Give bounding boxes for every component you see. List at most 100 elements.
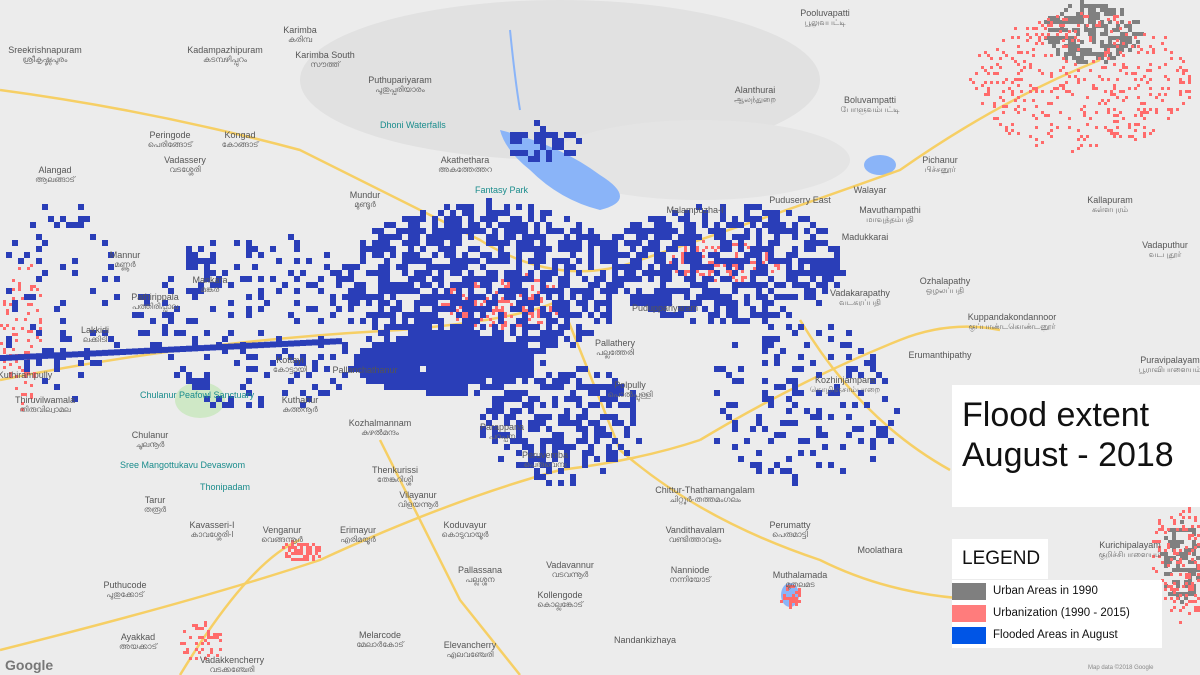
raster-cell [24,351,27,354]
raster-cell [378,366,384,372]
raster-cell [993,72,996,75]
raster-cell [1072,20,1076,24]
raster-cell [21,327,24,330]
raster-cell [90,234,96,240]
raster-cell [987,54,990,57]
raster-cell [414,372,420,378]
poi-label[interactable]: Sree Mangottukavu Devaswom [120,460,246,470]
raster-cell [531,294,534,297]
raster-cell [774,216,780,222]
place-label: Ozhalapathy ஒழலப்பதி [920,276,971,296]
raster-cell [1108,8,1112,12]
raster-cell [684,228,690,234]
raster-cell [714,222,720,228]
place-local-name: വെങ്ങന്നൂർ [261,535,303,544]
raster-cell [438,366,444,372]
raster-cell [1170,588,1173,591]
poi-label[interactable]: Dhoni Waterfalls [380,120,446,130]
raster-cell [852,402,858,408]
raster-cell [564,408,570,414]
raster-cell [558,312,564,318]
raster-cell [744,234,750,240]
raster-cell [432,294,438,300]
raster-cell [360,348,366,354]
raster-cell [450,228,456,234]
raster-cell [168,354,174,360]
raster-cell [501,327,504,330]
raster-cell [1191,585,1194,588]
raster-cell [570,150,576,156]
raster-cell [1188,548,1192,552]
raster-cell [303,558,306,561]
raster-cell [282,282,288,288]
raster-cell [660,222,666,228]
raster-cell [1077,39,1080,42]
terrain-layer [175,0,850,418]
raster-cell [186,378,192,384]
raster-cell [606,414,612,420]
raster-cell [366,348,372,354]
raster-cell [480,336,486,342]
raster-cell [516,306,522,312]
raster-cell [768,342,774,348]
raster-cell [1168,592,1172,596]
raster-cell [540,300,543,303]
place-local-name: കുഴൽമന്ദം [361,428,399,437]
raster-cell [846,330,852,336]
raster-cell [732,270,738,276]
raster-cell [201,636,204,639]
raster-cell [486,336,492,342]
raster-cell [528,456,534,462]
raster-cell [708,270,711,273]
raster-cell [588,294,594,300]
raster-cell [414,378,420,384]
raster-cell [1184,548,1188,552]
raster-cell [360,294,366,300]
raster-cell [468,234,474,240]
poi-label[interactable]: Chulanur Peafowl Sanctuary [140,390,255,400]
raster-cell [540,414,546,420]
raster-cell [1152,540,1155,543]
place-name: Puduppariyaram [631,303,699,313]
raster-cell [354,282,360,288]
raster-cell [456,264,462,270]
raster-cell [348,264,354,270]
raster-cell [720,234,726,240]
raster-cell [372,354,378,360]
place-local-name: பூலுவபட்டி [804,18,846,27]
raster-cell [798,438,804,444]
raster-cell [378,252,384,258]
raster-cell [1100,24,1104,28]
raster-cell [204,372,210,378]
raster-cell [582,288,588,294]
raster-cell [528,408,534,414]
poi-label[interactable]: Fantasy Park [475,185,529,195]
raster-cell [510,150,516,156]
raster-cell [396,360,402,366]
raster-cell [564,276,570,282]
raster-cell [642,300,648,306]
raster-cell [666,264,672,270]
raster-cell [504,360,510,366]
raster-cell [1134,72,1137,75]
raster-cell [798,258,804,264]
raster-cell [570,474,576,480]
raster-cell [396,234,402,240]
raster-cell [540,378,546,384]
raster-cell [420,294,426,300]
raster-cell [480,252,486,258]
raster-cell [1074,63,1077,66]
raster-cell [1088,20,1092,24]
raster-cell [1092,12,1096,16]
poi-label[interactable]: Thonipadam [200,482,251,492]
raster-cell [1164,48,1167,51]
raster-cell [1155,540,1158,543]
raster-cell [1172,568,1176,572]
raster-cell [480,216,486,222]
raster-cell [432,342,438,348]
raster-cell [681,258,684,261]
raster-cell [1192,568,1196,572]
place-local-name: വിളയന്നൂർ [397,500,439,509]
place-label: Pallanchathanur [332,365,397,375]
